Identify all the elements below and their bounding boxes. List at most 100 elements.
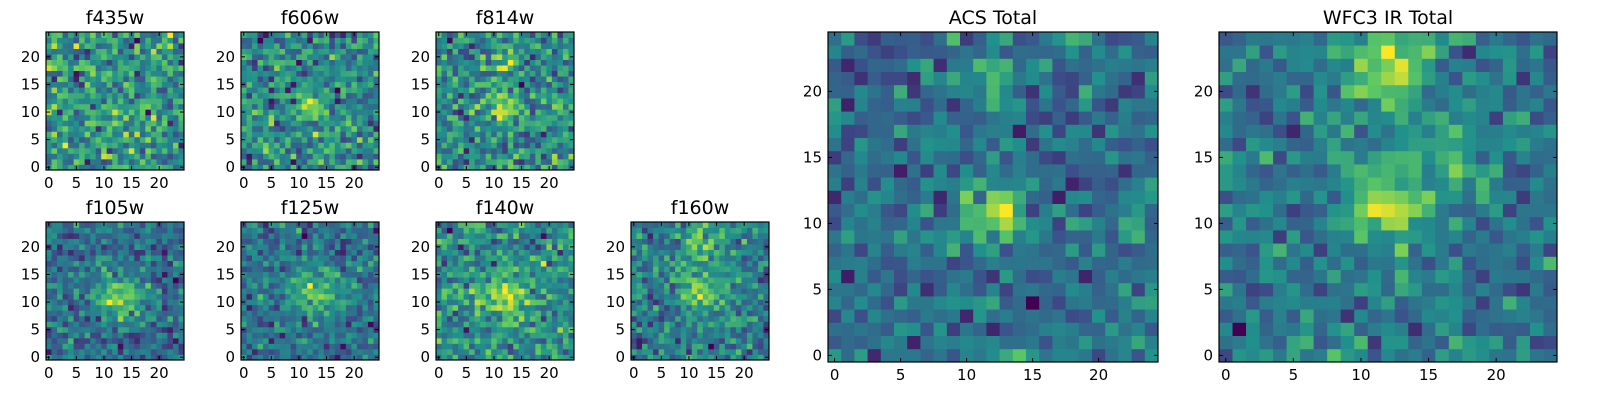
- heatmap-cell: [485, 288, 492, 295]
- heatmap-cell: [1144, 164, 1159, 178]
- heatmap-cell: [485, 59, 492, 66]
- heatmap-cell: [84, 136, 91, 143]
- heatmap-cell: [246, 125, 253, 132]
- heatmap-cell: [263, 131, 269, 138]
- heatmap-cell: [68, 282, 74, 289]
- heatmap-cell: [658, 238, 665, 245]
- heatmap-cell: [252, 337, 258, 344]
- heatmap-cell: [367, 266, 374, 273]
- heatmap-cell: [480, 288, 487, 295]
- heatmap-cell: [139, 114, 146, 121]
- heatmap-cell: [507, 32, 514, 38]
- axes-frame: [240, 221, 380, 361]
- heatmap-cell: [557, 114, 564, 121]
- heatmap-cell: [867, 190, 882, 204]
- heatmap-cell: [480, 32, 487, 38]
- heatmap-cell: [436, 332, 442, 339]
- heatmap-cell: [285, 315, 292, 322]
- heatmap-cell: [112, 244, 119, 250]
- heatmap-cell: [724, 310, 731, 317]
- heatmap-cell: [285, 266, 292, 273]
- heatmap-cell: [123, 153, 130, 160]
- heatmap-cell: [257, 238, 264, 245]
- heatmap-cell: [167, 326, 174, 333]
- heatmap-cell: [452, 244, 459, 250]
- heatmap-cell: [296, 103, 303, 110]
- heatmap-cell: [675, 266, 682, 273]
- heatmap-cell: [686, 332, 693, 339]
- heatmap-cell: [312, 326, 319, 333]
- heatmap-cell: [907, 216, 921, 231]
- heatmap-cell: [172, 109, 179, 116]
- heatmap-cell: [474, 249, 481, 256]
- heatmap-cell: [178, 233, 185, 239]
- heatmap-cell: [469, 81, 476, 88]
- heatmap-cell: [62, 76, 69, 83]
- heatmap-cell: [123, 266, 130, 273]
- heatmap-cell: [301, 98, 308, 105]
- heatmap-cell: [485, 293, 492, 300]
- heatmap-cell: [112, 255, 119, 262]
- heatmap-cell: [502, 310, 509, 317]
- heatmap-cell: [513, 233, 520, 239]
- heatmap-cell: [535, 238, 542, 245]
- heatmap-cell: [757, 249, 764, 256]
- heatmap-cell: [708, 260, 715, 267]
- heatmap-cell: [112, 354, 119, 361]
- heatmap-cell: [529, 255, 536, 262]
- heatmap-cell: [79, 43, 86, 49]
- heatmap-cell: [485, 37, 492, 44]
- heatmap-cell: [79, 164, 86, 171]
- y-tick-label: 20: [411, 238, 430, 256]
- heatmap-cell: [307, 282, 314, 289]
- heatmap-cell: [90, 343, 97, 350]
- heatmap-cell: [257, 37, 264, 44]
- heatmap-cell: [546, 114, 553, 121]
- heatmap-cell: [447, 321, 453, 328]
- heatmap-cell: [513, 98, 520, 105]
- heatmap-cell: [246, 120, 253, 127]
- heatmap-cell: [161, 164, 168, 171]
- heatmap-cell: [252, 136, 258, 143]
- heatmap-cell: [290, 81, 297, 88]
- heatmap-cell: [562, 153, 569, 160]
- heatmap-cell: [469, 222, 476, 228]
- heatmap-cell: [161, 277, 168, 284]
- heatmap-cell: [933, 190, 948, 204]
- heatmap-cell: [513, 43, 520, 49]
- heatmap-cell: [551, 98, 558, 105]
- heatmap-cell: [156, 98, 163, 105]
- heatmap-cell: [334, 266, 341, 273]
- heatmap-cell: [1078, 282, 1093, 297]
- heatmap-cell: [735, 348, 742, 355]
- heatmap-cell: [452, 337, 459, 344]
- heatmap-cell: [301, 260, 308, 267]
- heatmap-cell: [697, 321, 704, 328]
- heatmap-cell: [95, 337, 102, 344]
- x-tick-label: 15: [122, 364, 141, 382]
- heatmap-cell: [106, 222, 113, 228]
- heatmap-cell: [128, 109, 135, 116]
- heatmap-cell: [675, 260, 682, 267]
- heatmap-cell: [562, 142, 569, 149]
- heatmap-cell: [112, 153, 119, 160]
- heatmap-cell: [246, 48, 253, 55]
- heatmap-cell: [447, 87, 453, 94]
- heatmap-cell: [697, 233, 704, 239]
- heatmap-cell: [452, 131, 459, 138]
- heatmap-cell: [1052, 309, 1066, 323]
- heatmap-cell: [1052, 243, 1066, 257]
- heatmap-cell: [746, 255, 753, 262]
- heatmap-cell: [507, 125, 514, 132]
- heatmap-cell: [724, 222, 731, 228]
- heatmap-cell: [167, 249, 174, 256]
- heatmap-cell: [551, 164, 558, 171]
- heatmap-cell: [334, 32, 341, 38]
- heatmap-cell: [356, 142, 363, 149]
- heatmap-cell: [664, 332, 671, 339]
- heatmap-cell: [90, 271, 97, 278]
- heatmap-cell: [986, 322, 1000, 336]
- heatmap-cell: [301, 293, 308, 300]
- heatmap-cell: [367, 54, 374, 60]
- heatmap-cell: [535, 120, 542, 127]
